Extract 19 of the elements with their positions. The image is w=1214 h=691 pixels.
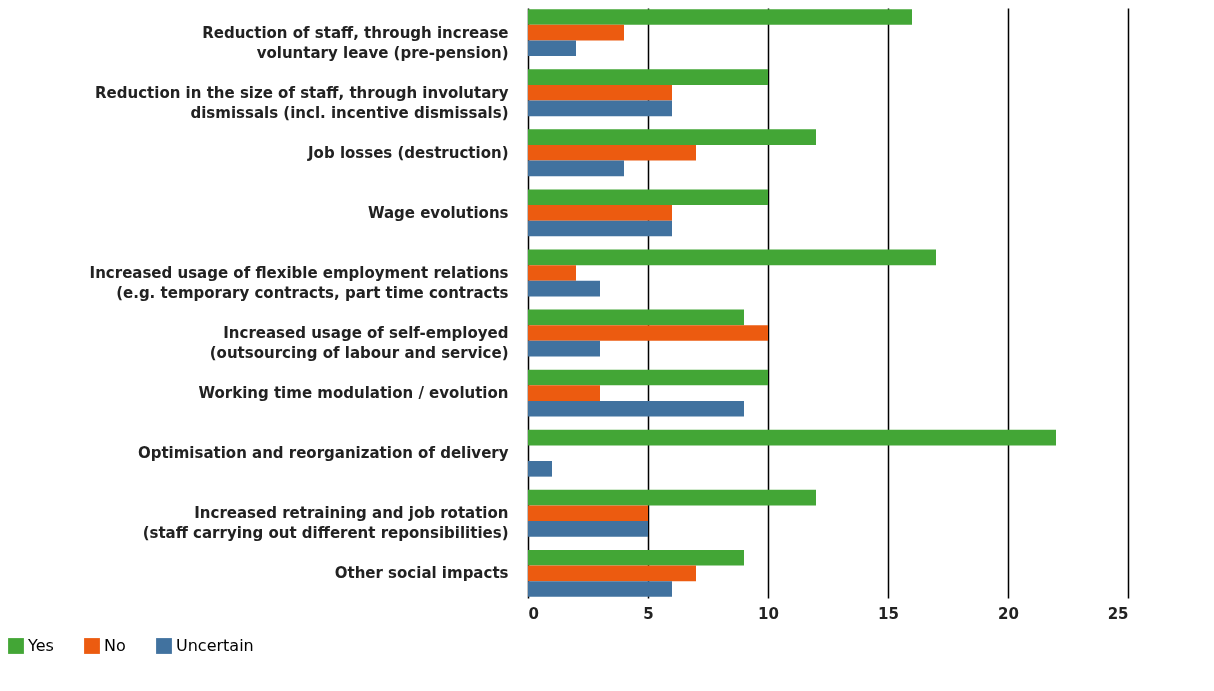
x-tick-label: 25 — [1107, 604, 1129, 623]
legend-label: Yes — [27, 636, 54, 655]
legend-label: No — [104, 636, 126, 655]
y-tick-label: Increased usage of self-employed (outsourcing of labour and service) — [209, 324, 509, 363]
y-tick-label: Other social impacts — [334, 564, 509, 583]
x-tick-label: 20 — [998, 604, 1019, 623]
x-tick-label: 5 — [643, 604, 654, 623]
y-tick-label: Reduction in the size of staff, through involutary dismissals (incl. incentive dismissals) — [95, 83, 509, 122]
y-tick-label: Job losses (destruction) — [307, 143, 509, 162]
legend-label: Uncertain — [176, 636, 254, 655]
y-tick-label: Working time modulation / evolution — [198, 384, 509, 403]
x-tick-label: 10 — [758, 604, 779, 623]
x-tick-label: 15 — [878, 604, 899, 623]
y-tick-label: Wage evolutions — [367, 203, 509, 222]
x-tick-label: 0 — [528, 604, 539, 623]
y-tick-label: Increased retraining and job rotation (staff carrying out different reponsibilities) — [142, 504, 509, 543]
y-tick-label: Optimisation and reorganization of delivery — [137, 444, 509, 463]
y-tick-label: Reduction of staff, through increase voluntary leave (pre-pension) — [202, 23, 509, 62]
y-tick-label: Increased usage of flexible employment relations (e.g. temporary contracts, part time contracts — [89, 263, 509, 302]
